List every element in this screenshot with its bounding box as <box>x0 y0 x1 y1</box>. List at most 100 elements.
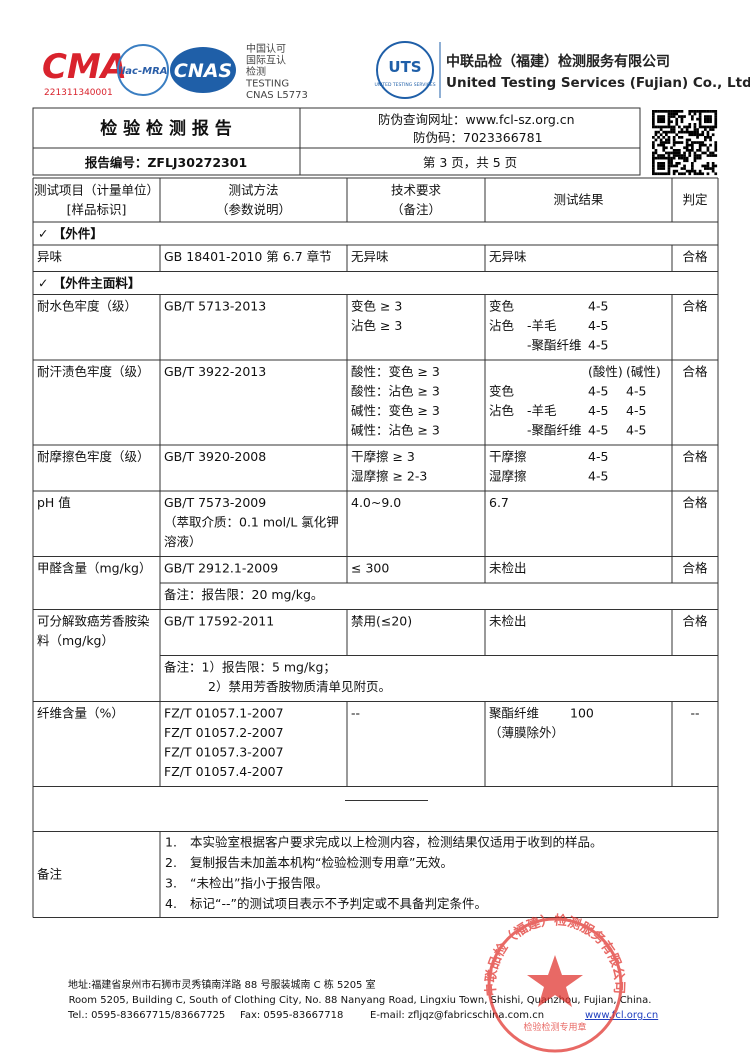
qr-module <box>688 172 692 176</box>
result-label: 未检出 <box>489 614 527 629</box>
report-header-box: 检 验 检 测 报 告 防伪查询网址：www.fcl-sz.org.cn 防伪码… <box>32 107 641 176</box>
qr-module <box>698 117 702 121</box>
verdict: 合格 <box>682 299 708 314</box>
qr-module <box>652 110 655 113</box>
qr-module <box>691 164 694 168</box>
qr-module <box>665 133 668 137</box>
qr-module <box>714 117 718 121</box>
uts-logo: UTS UNITED TESTING SERVICES <box>374 41 441 99</box>
qr-module <box>688 125 692 129</box>
requirement: 4.0~9.0 <box>351 495 401 510</box>
qr-module <box>701 130 705 134</box>
qr-module <box>670 125 673 129</box>
qr-module <box>657 115 660 118</box>
qr-module <box>670 115 673 118</box>
qr-module <box>672 136 676 139</box>
qr-module <box>652 136 655 139</box>
qr-module <box>662 130 666 134</box>
section-title: ✓ 【外件主面料】 <box>38 276 140 291</box>
cnas-logo: CNAS <box>170 47 236 93</box>
qr-module <box>696 136 699 139</box>
qr-module <box>706 110 710 113</box>
qr-module <box>691 110 694 113</box>
qr-module <box>675 123 679 126</box>
qr-module <box>652 120 655 124</box>
qr-module <box>667 136 671 139</box>
qr-module <box>675 117 679 121</box>
qr-module <box>667 115 671 118</box>
qr-module <box>657 172 660 176</box>
requirement: 无异味 <box>351 249 389 264</box>
qr-module <box>709 125 712 129</box>
qr-module <box>657 117 660 121</box>
qr-module <box>672 141 676 144</box>
result-label: 沾色 <box>489 403 515 418</box>
test-method: GB/T 5713-2013 <box>164 299 266 314</box>
qr-module <box>701 172 705 176</box>
qr-module <box>709 167 712 170</box>
qr-module <box>662 162 666 165</box>
qr-module <box>665 156 668 160</box>
qr-module <box>709 110 712 113</box>
qr-module <box>659 138 663 142</box>
qr-module <box>678 115 681 118</box>
qr-module <box>670 112 673 116</box>
qr-module <box>701 151 705 155</box>
qr-module <box>665 151 668 155</box>
qr-module <box>698 172 702 176</box>
qr-module <box>675 141 679 144</box>
result-label: 湿摩擦 <box>489 469 527 484</box>
test-method: 溶液） <box>164 534 202 549</box>
qr-module <box>706 162 710 165</box>
qr-module <box>654 133 658 137</box>
qr-module <box>662 117 666 121</box>
qr-module <box>680 110 684 113</box>
qr-module <box>688 123 692 126</box>
qr-module <box>662 143 666 147</box>
qr-module <box>685 159 689 163</box>
qr-module <box>654 172 658 176</box>
qr-module <box>672 115 676 118</box>
qr-module <box>652 167 655 170</box>
qr-module <box>698 156 702 160</box>
result-sub: -聚酯纤维 <box>527 338 582 353</box>
qr-module <box>706 164 710 168</box>
qr-module <box>678 151 681 155</box>
qr-module <box>685 143 689 147</box>
website[interactable]: www.fcl.org.cn <box>585 1010 658 1021</box>
qr-module <box>706 167 710 170</box>
qr-module <box>714 123 718 126</box>
qr-module <box>670 159 673 163</box>
qr-code <box>650 108 718 176</box>
qr-module <box>714 146 718 150</box>
qr-module <box>670 162 673 165</box>
qr-module <box>701 133 705 137</box>
section-title: ✓ 【外件】 <box>38 226 103 241</box>
qr-module <box>659 172 663 176</box>
qr-module <box>652 112 655 116</box>
qr-module <box>657 164 660 168</box>
qr-module <box>711 110 715 113</box>
qr-module <box>678 125 681 129</box>
fax: Fax: 0595-83667718 <box>240 1010 343 1021</box>
qr-module <box>685 138 689 142</box>
qr-module <box>662 146 666 150</box>
test-method: FZ/T 01057.1-2007 <box>164 706 284 721</box>
qr-module <box>672 112 676 116</box>
qr-module <box>678 130 681 134</box>
qr-module <box>693 172 697 176</box>
result-value: 4-5 <box>588 449 608 464</box>
qr-module <box>688 130 692 134</box>
qr-module <box>675 151 679 155</box>
qr-module <box>667 159 671 163</box>
result-label: 沾色 <box>489 318 515 333</box>
qr-module <box>711 151 715 155</box>
qr-module <box>652 162 655 165</box>
result-value: (碱性) <box>626 364 661 379</box>
qr-module <box>672 169 676 173</box>
verdict: 合格 <box>682 249 708 264</box>
qr-module <box>693 125 697 129</box>
qr-module <box>698 125 702 129</box>
